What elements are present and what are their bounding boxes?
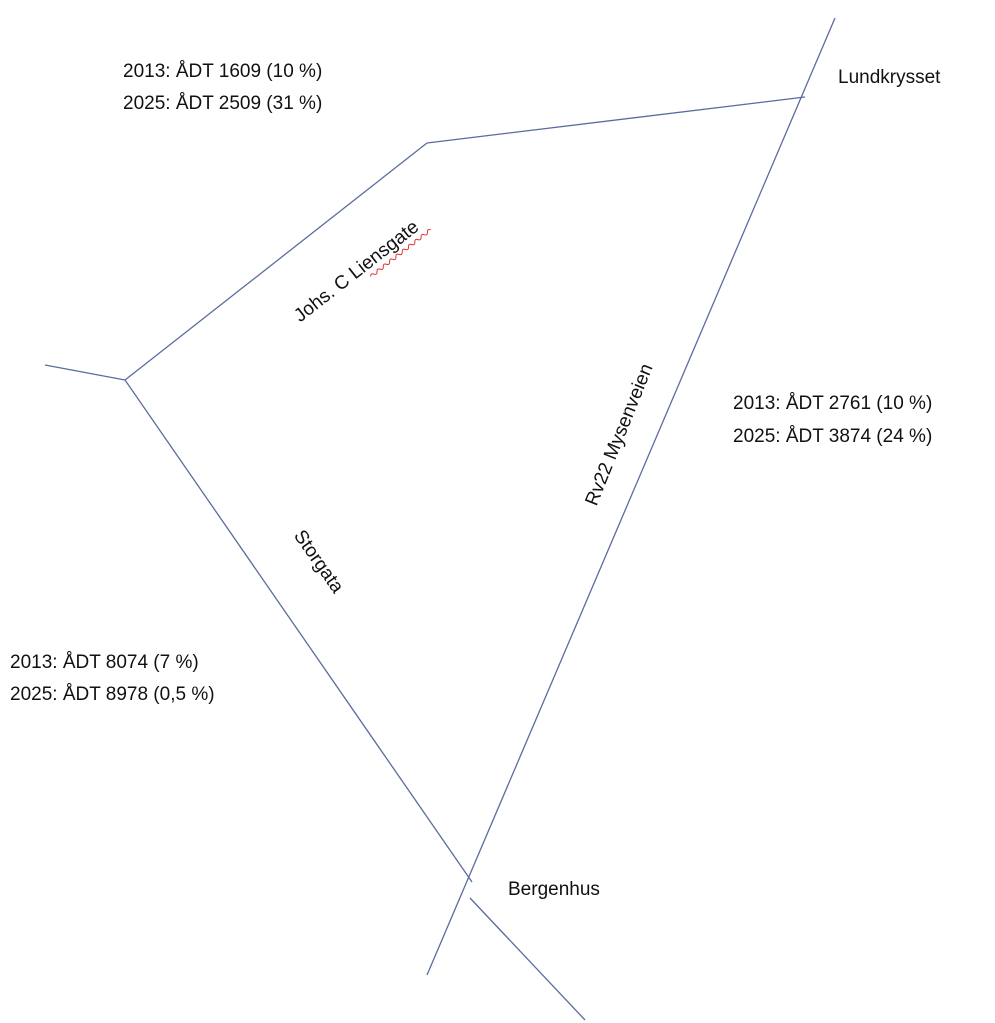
road-west — [44, 364, 126, 381]
road-north — [426, 96, 806, 144]
road-label-group: Johs. C Liensgate — [290, 217, 431, 327]
road-label-group: Rv22 Mysenveien — [582, 361, 658, 509]
place-label: Bergenhus — [508, 879, 600, 900]
road-storgata — [124, 379, 473, 883]
spell-underline — [370, 228, 431, 277]
traffic-label: 2013: ÅDT 1609 (10 %) — [123, 61, 322, 82]
road-label: Storgata — [289, 526, 348, 597]
place-label: Lundkrysset — [838, 67, 941, 88]
road-label-group: Storgata — [289, 526, 348, 597]
traffic-label: 2025: ÅDT 3874 (24 %) — [733, 426, 932, 447]
road-rv22 — [426, 17, 836, 976]
road-label: Rv22 Mysenveien — [582, 361, 658, 509]
traffic-label: 2013: ÅDT 2761 (10 %) — [733, 393, 932, 414]
road-label: Johs. C Liensgate — [290, 217, 423, 327]
traffic-label: 2025: ÅDT 8978 (0,5 %) — [10, 684, 215, 705]
road-johs — [124, 142, 428, 381]
traffic-label: 2013: ÅDT 8074 (7 %) — [10, 652, 199, 673]
traffic-label: 2025: ÅDT 2509 (31 %) — [123, 93, 322, 114]
road-southeast — [469, 897, 586, 1021]
